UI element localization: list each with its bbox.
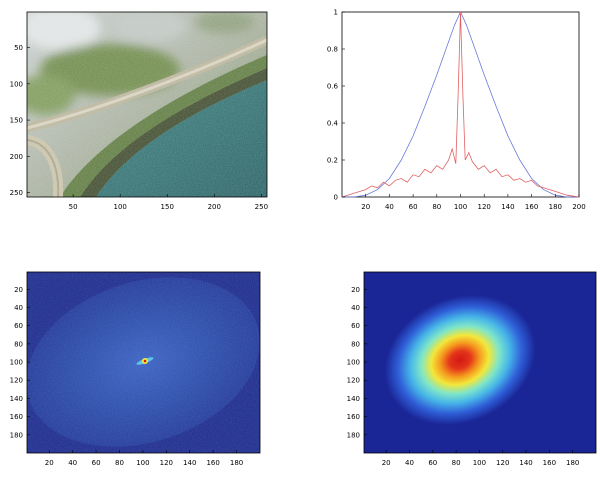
x-tick-label: 50 xyxy=(69,203,78,211)
x-tick-label: 60 xyxy=(92,459,101,467)
x-tick-label: 80 xyxy=(115,459,124,467)
y-tick-label: 180 xyxy=(10,431,23,439)
x-tick-labels: 20 40 60 80 100 120 140 160 180 xyxy=(382,450,579,467)
x-tick-label: 200 xyxy=(208,203,221,211)
x-tick-label: 60 xyxy=(428,459,437,467)
aerial-photo-panel: 50 100 150 200 250 50 100 150 200 250 xyxy=(10,11,268,211)
y-tick-label: 150 xyxy=(10,117,23,125)
x-tick-label: 140 xyxy=(501,203,514,211)
x-tick-label: 160 xyxy=(543,459,556,467)
y-tick-labels: 0 0.2 0.4 0.6 0.8 1 xyxy=(327,9,345,202)
x-tick-label: 160 xyxy=(525,203,538,211)
y-tick-label: 200 xyxy=(10,153,23,161)
y-tick-label: 100 xyxy=(10,359,23,367)
y-tick-label: 0.8 xyxy=(327,46,338,54)
x-tick-labels: 50 100 150 200 250 xyxy=(69,194,268,211)
x-tick-label: 150 xyxy=(161,203,174,211)
gaussian-blob xyxy=(384,294,536,426)
profile-plot-panel: 20 40 60 80 100 120 140 160 180 200 0 0.2 0.4 0.6 0.8… xyxy=(327,9,586,212)
y-tick-label: 60 xyxy=(14,322,23,330)
x-tick-label: 120 xyxy=(160,459,173,467)
x-tick-label: 20 xyxy=(361,203,370,211)
x-tick-label: 40 xyxy=(68,459,77,467)
x-tick-label: 140 xyxy=(183,459,196,467)
x-tick-label: 100 xyxy=(454,203,467,211)
x-tick-label: 250 xyxy=(255,203,268,211)
x-tick-label: 80 xyxy=(432,203,441,211)
x-tick-label: 100 xyxy=(113,203,126,211)
y-tick-label: 250 xyxy=(10,189,23,197)
x-tick-label: 180 xyxy=(230,459,243,467)
plot-area xyxy=(341,11,580,198)
y-tick-label: 40 xyxy=(14,304,23,312)
y-tick-label: 120 xyxy=(10,377,23,385)
x-tick-label: 180 xyxy=(549,203,562,211)
y-tick-label: 100 xyxy=(347,359,360,367)
y-tick-labels: 20 40 60 80 100 120 140 160 180 xyxy=(347,286,367,439)
y-tick-label: 20 xyxy=(351,286,360,294)
y-tick-label: 0 xyxy=(334,194,338,202)
series-group xyxy=(341,11,580,198)
x-tick-label: 120 xyxy=(496,459,509,467)
aerial-photo xyxy=(27,12,267,197)
y-tick-label: 1 xyxy=(334,9,338,17)
x-tick-label: 20 xyxy=(45,459,54,467)
y-tick-label: 20 xyxy=(14,286,23,294)
x-tick-label: 80 xyxy=(452,459,461,467)
series-line-2 xyxy=(341,11,580,198)
y-tick-label: 160 xyxy=(10,413,23,421)
y-tick-label: 160 xyxy=(347,413,360,421)
y-tick-label: 140 xyxy=(10,395,23,403)
y-tick-label: 180 xyxy=(347,431,360,439)
x-tick-labels: 20 40 60 80 100 120 140 160 180 xyxy=(45,450,243,467)
y-tick-label: 0.6 xyxy=(327,83,339,91)
x-tick-label: 40 xyxy=(385,203,394,211)
gaussian-heatmap-panel: 20 40 60 80 100 120 140 160 180 20 40 60 80 100 120 14… xyxy=(347,271,597,467)
y-tick-label: 120 xyxy=(347,377,360,385)
x-tick-label: 200 xyxy=(572,203,585,211)
y-tick-label: 40 xyxy=(351,304,360,312)
y-tick-labels: 20 40 60 80 100 120 140 160 180 xyxy=(10,286,30,439)
y-tick-label: 0.2 xyxy=(327,157,338,165)
y-tick-label: 0.4 xyxy=(327,120,339,128)
x-tick-label: 140 xyxy=(519,459,532,467)
x-tick-label: 40 xyxy=(405,459,414,467)
y-tick-label: 80 xyxy=(14,340,23,348)
x-tick-label: 60 xyxy=(409,203,418,211)
y-tick-labels: 50 100 150 200 250 xyxy=(10,44,30,197)
x-tick-label: 100 xyxy=(136,459,149,467)
y-tick-label: 100 xyxy=(10,80,23,88)
y-tick-label: 80 xyxy=(351,340,360,348)
spectrum-heatmap-panel: 20 40 60 80 100 120 140 160 180 20 40 60 80 100 120 14… xyxy=(10,271,261,467)
gaussian-image xyxy=(364,272,596,453)
x-tick-label: 160 xyxy=(206,459,219,467)
x-tick-label: 20 xyxy=(382,459,391,467)
x-tick-label: 100 xyxy=(473,459,486,467)
y-tick-label: 60 xyxy=(351,322,360,330)
y-tick-label: 140 xyxy=(347,395,360,403)
spectrum-image xyxy=(27,272,260,453)
x-tick-labels: 20 40 60 80 100 120 140 160 180 200 xyxy=(361,194,586,211)
x-tick-label: 180 xyxy=(566,459,579,467)
y-tick-label: 50 xyxy=(14,44,23,52)
x-tick-label: 120 xyxy=(478,203,491,211)
